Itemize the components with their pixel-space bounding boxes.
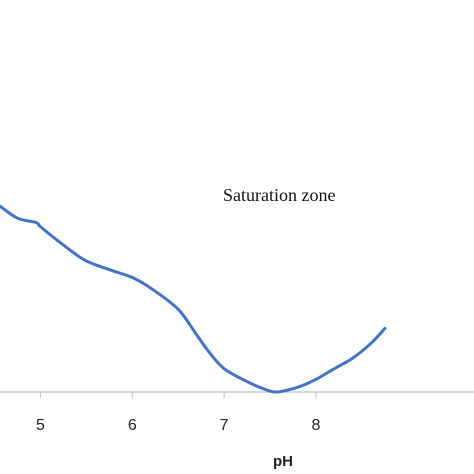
series-line [0,204,387,394]
x-tick-label: 8 [312,417,321,434]
saturation-zone-annotation: Saturation zone [223,185,335,205]
x-tick-label: 7 [220,417,229,434]
x-tick-label: 5 [36,417,45,434]
x-axis-ticks: 5 6 7 8 [36,392,321,434]
x-tick-label: 6 [128,417,137,434]
x-axis-title: pH [273,453,293,470]
